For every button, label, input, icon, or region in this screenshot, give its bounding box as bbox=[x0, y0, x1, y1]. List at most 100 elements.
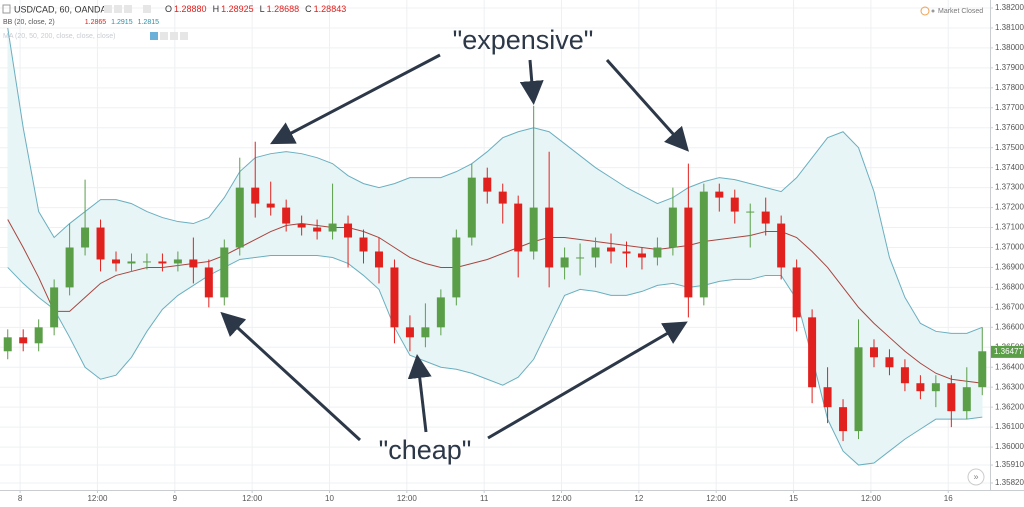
header-button[interactable] bbox=[114, 5, 122, 13]
band-fill bbox=[486, 137, 504, 386]
last-price-box bbox=[991, 345, 1024, 358]
candle-body bbox=[158, 261, 167, 264]
arrow bbox=[270, 53, 441, 145]
candle-body bbox=[916, 383, 925, 392]
candle-body bbox=[297, 223, 306, 228]
x-tick-label: 12 bbox=[634, 494, 643, 503]
candle-body bbox=[142, 261, 151, 263]
status-dot bbox=[931, 9, 935, 13]
band-fill bbox=[316, 157, 333, 258]
candle-body bbox=[576, 257, 585, 259]
y-tick-label: 1.37300 bbox=[995, 183, 1024, 192]
x-tick-label: 12:00 bbox=[706, 494, 727, 503]
y-tick-label: 1.37100 bbox=[995, 223, 1024, 232]
y-tick-label: 1.37800 bbox=[995, 83, 1024, 92]
candle-body bbox=[112, 259, 121, 264]
candle-body bbox=[545, 207, 554, 268]
header-button[interactable] bbox=[160, 32, 168, 40]
band-fill bbox=[84, 198, 101, 380]
band-fill bbox=[517, 127, 534, 379]
arrow bbox=[487, 321, 688, 440]
y-tick-label: 1.36400 bbox=[995, 362, 1024, 371]
annotations: "expensive" "cheap" bbox=[220, 25, 689, 465]
basis-line bbox=[7, 219, 983, 384]
candle-body bbox=[204, 267, 213, 298]
candle-body bbox=[715, 191, 724, 198]
candle-body bbox=[607, 247, 616, 252]
arrow bbox=[519, 59, 544, 105]
band-fill bbox=[301, 153, 318, 256]
band-fill bbox=[100, 199, 117, 380]
header-button[interactable] bbox=[180, 32, 188, 40]
candle-body bbox=[467, 177, 476, 238]
ohlc-label: L bbox=[260, 4, 265, 14]
symbol-icon bbox=[2, 4, 11, 14]
header-button[interactable] bbox=[124, 5, 132, 13]
header-button[interactable] bbox=[150, 32, 158, 40]
x-tick-label: 16 bbox=[944, 494, 953, 503]
candle-body bbox=[514, 203, 523, 252]
svg-text:»: » bbox=[973, 471, 978, 481]
y-tick-label: 1.37500 bbox=[995, 143, 1024, 152]
y-tick-label: 1.37900 bbox=[995, 63, 1024, 72]
y-tick-label: 1.37000 bbox=[995, 243, 1024, 252]
candle-body bbox=[266, 203, 275, 208]
ohlc-value: 1.28843 bbox=[314, 4, 347, 14]
x-tick-label: 12:00 bbox=[397, 494, 418, 503]
candle-body bbox=[730, 197, 739, 212]
candle-body bbox=[390, 267, 399, 328]
status-icon bbox=[920, 6, 930, 16]
candle-body bbox=[405, 327, 414, 338]
scroll-button[interactable]: » bbox=[967, 468, 985, 486]
candle-body bbox=[483, 177, 492, 192]
indicator-value: 1.2815 bbox=[138, 19, 160, 26]
ohlc-value: 1.28688 bbox=[267, 4, 300, 14]
candle-body bbox=[452, 237, 461, 298]
y-tick-label: 1.37200 bbox=[995, 203, 1024, 212]
candle-body bbox=[282, 207, 291, 224]
header-button[interactable] bbox=[170, 32, 178, 40]
arrow bbox=[605, 59, 689, 152]
header-button[interactable] bbox=[104, 5, 112, 13]
y-tick-label: 1.37400 bbox=[995, 163, 1024, 172]
ohlc-value: 1.28925 bbox=[221, 4, 254, 14]
y-tick-label: 1.36100 bbox=[995, 422, 1024, 431]
band-fill bbox=[579, 155, 596, 292]
annotation: "expensive" bbox=[453, 25, 594, 55]
bands bbox=[7, 27, 983, 466]
candles bbox=[3, 105, 987, 442]
band-fill bbox=[177, 221, 194, 296]
symbol-title: USD/CAD, 60, OANDA bbox=[14, 4, 107, 14]
indicator-name: BB (20, close, 2) bbox=[3, 19, 55, 26]
ma-label: MA (20, 50, 200, close, close, close) bbox=[3, 33, 115, 40]
candle-body bbox=[374, 251, 383, 268]
y-tick-label: 1.37700 bbox=[995, 103, 1024, 112]
candle-body bbox=[529, 207, 538, 252]
y-tick-label: 1.36700 bbox=[995, 302, 1024, 311]
candle-body bbox=[220, 247, 229, 298]
band-fill bbox=[920, 322, 937, 430]
last-price-label: 1.36477 bbox=[994, 347, 1023, 356]
candle-body bbox=[591, 247, 600, 258]
header: USD/CAD, 60, OANDA O 1.28880 H 1.28925 L 1.28… bbox=[2, 4, 983, 40]
x-tick-label: 12:00 bbox=[861, 494, 882, 503]
header-button[interactable] bbox=[143, 5, 151, 13]
indicator-value: 1.2865 bbox=[85, 19, 107, 26]
candle-body bbox=[251, 187, 260, 204]
ohlc-label: O bbox=[165, 4, 172, 14]
band-fill bbox=[610, 177, 627, 296]
band-fill bbox=[7, 27, 24, 285]
x-tick-label: 15 bbox=[789, 494, 798, 503]
band-fill bbox=[131, 203, 148, 359]
candle-body bbox=[978, 351, 987, 388]
candle-body bbox=[3, 337, 12, 352]
candle-body bbox=[96, 227, 105, 260]
y-tick-label: 1.36800 bbox=[995, 283, 1024, 292]
candle-body bbox=[900, 367, 909, 384]
candle-body bbox=[65, 247, 74, 288]
candle-body bbox=[81, 227, 90, 248]
candle-body bbox=[328, 223, 337, 232]
candle-body bbox=[746, 211, 755, 213]
candle-body bbox=[637, 253, 646, 258]
